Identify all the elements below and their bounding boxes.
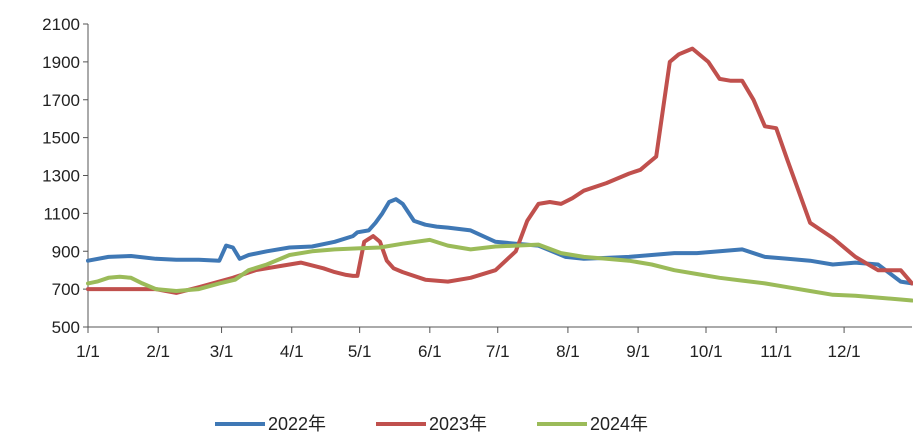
legend-item-2022: 2022年 <box>215 414 326 434</box>
x-axis-ticks: 1/1 2/1 3/1 4/1 5/1 6/1 7/1 8/1 9/1 10/1 11/1 12/1 <box>76 327 861 361</box>
x-tick-label: 1/1 <box>76 342 100 361</box>
series-line-2022 <box>86 197 913 286</box>
legend-label-2022: 2022年 <box>268 414 326 434</box>
legend-item-2024: 2024年 <box>537 414 648 434</box>
y-tick-label: 1300 <box>42 167 80 186</box>
series-line-2023 <box>86 46 913 295</box>
legend: 2022年 2023年 2024年 <box>215 414 648 434</box>
x-tick-label: 2/1 <box>146 342 170 361</box>
series-line-2024 <box>86 237 913 303</box>
legend-label-2023: 2023年 <box>429 414 487 434</box>
x-tick-label: 10/1 <box>689 342 722 361</box>
x-tick-label: 8/1 <box>556 342 580 361</box>
x-tick-label: 11/1 <box>760 342 792 361</box>
y-tick-label: 500 <box>52 318 80 337</box>
y-tick-label: 1100 <box>43 204 80 223</box>
x-tick-label: 7/1 <box>486 342 510 361</box>
legend-item-2023: 2023年 <box>376 414 487 434</box>
legend-label-2024: 2024年 <box>590 414 648 434</box>
x-tick-label: 12/1 <box>828 342 861 361</box>
y-tick-label: 1700 <box>42 91 80 110</box>
y-tick-label: 900 <box>52 242 80 261</box>
y-tick-label: 1900 <box>42 53 80 72</box>
x-tick-label: 6/1 <box>418 342 442 361</box>
x-tick-label: 4/1 <box>280 342 304 361</box>
x-tick-label: 9/1 <box>626 342 650 361</box>
x-tick-label: 3/1 <box>210 342 234 361</box>
axes <box>87 24 912 328</box>
x-tick-label: 5/1 <box>348 342 372 361</box>
series-lines <box>86 46 913 303</box>
y-tick-label: 1500 <box>42 129 80 148</box>
y-tick-label: 700 <box>52 280 80 299</box>
y-axis-ticks: 500 700 900 1100 1300 1500 1700 1900 2100 <box>42 15 88 337</box>
y-tick-label: 2100 <box>42 15 80 34</box>
